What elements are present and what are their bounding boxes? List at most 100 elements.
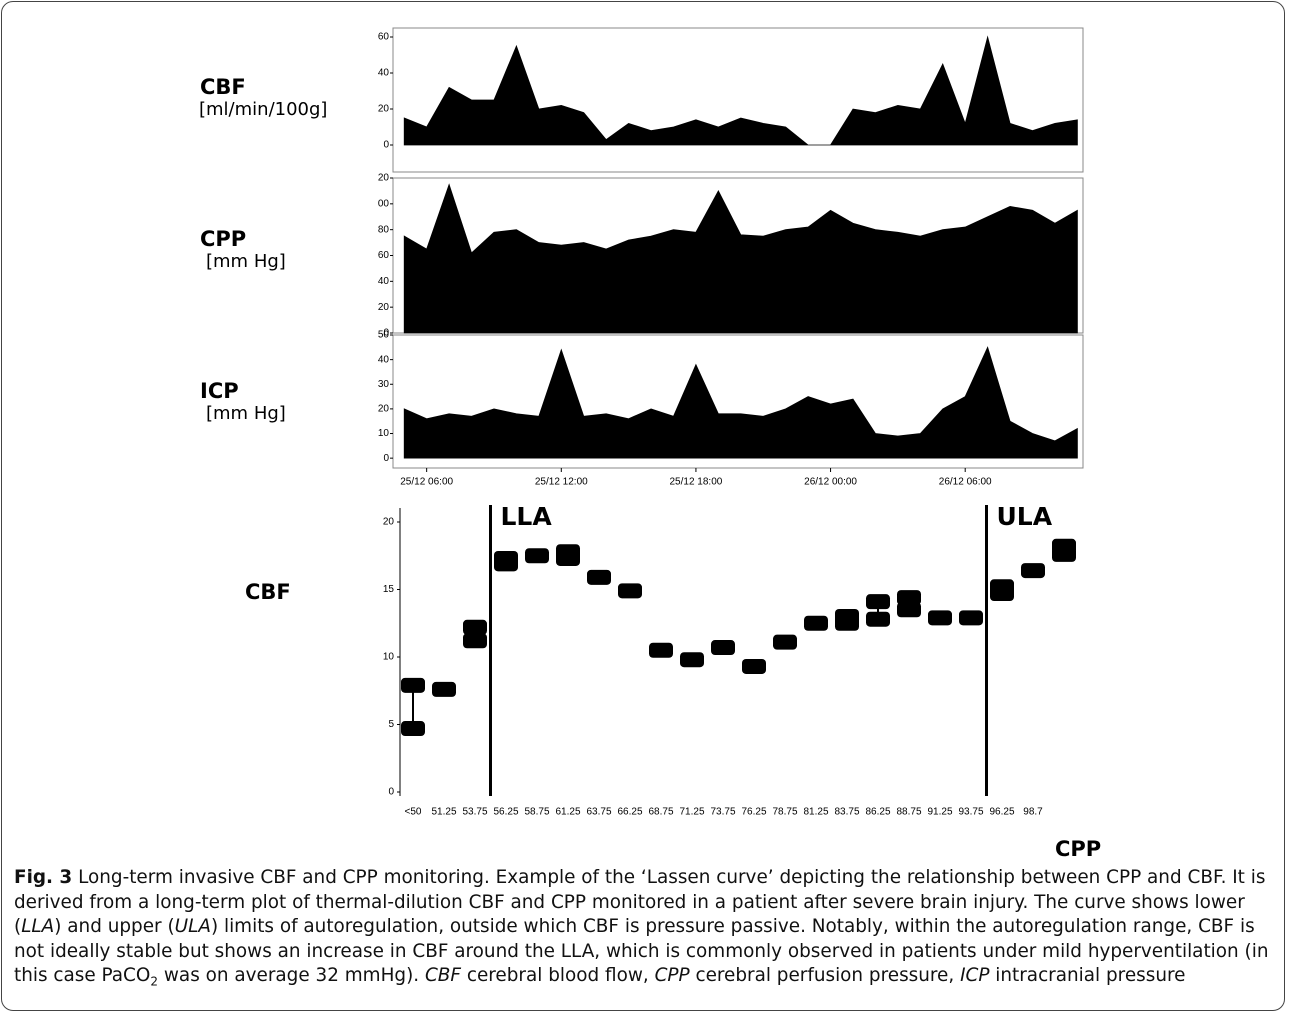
range-high (990, 579, 1014, 595)
range-high (463, 619, 487, 635)
caption-text: intracranial pressure (989, 965, 1186, 986)
range-low (928, 610, 952, 626)
range-marker (866, 594, 890, 627)
x-tick-label: 53.75 (462, 807, 487, 818)
range-low (401, 721, 425, 737)
y-tick-label: 80 (378, 224, 390, 235)
y-tick-label: 0 (383, 328, 389, 339)
y-tick-label: 10 (383, 652, 395, 663)
caption-label: Fig. 3 (14, 867, 73, 888)
range-marker (959, 610, 983, 626)
caption-text: was on average 32 mmHg). (158, 965, 425, 986)
range-high (866, 594, 890, 610)
y-axis-label: CPP (200, 227, 246, 251)
range-high (401, 677, 425, 693)
range-marker (835, 609, 859, 631)
y-tick-label: 20 (378, 404, 390, 415)
range-marker (618, 583, 642, 599)
y-tick-label: 30 (378, 379, 390, 390)
limit-label: LLA (501, 502, 553, 531)
y-tick-label: 20 (378, 173, 390, 184)
range-marker (990, 579, 1014, 602)
x-tick-label: 66.25 (617, 807, 642, 818)
x-tick-label: 25/12 06:00 (400, 477, 453, 488)
y-tick-label: 0 (383, 140, 389, 151)
x-tick-label: 86.25 (865, 807, 890, 818)
y-axis-unit: [mm Hg] (206, 251, 286, 272)
x-tick-label: 76.25 (741, 807, 766, 818)
caption-text: cerebral perfusion pressure, (689, 965, 961, 986)
x-tick-label: 93.75 (958, 807, 983, 818)
signal-area (403, 35, 1078, 146)
y-tick-label: 60 (378, 32, 390, 43)
range-marker (1021, 563, 1045, 579)
range-marker (928, 610, 952, 626)
range-low (959, 610, 983, 626)
range-high (897, 590, 921, 606)
y-tick-label: 40 (378, 354, 390, 365)
range-marker (773, 634, 797, 650)
y-axis-label: ICP (200, 379, 239, 403)
y-tick-label: 10 (378, 428, 390, 439)
x-tick-label: 56.25 (493, 807, 518, 818)
y-axis-unit: [mm Hg] (206, 403, 286, 424)
x-tick-label: 26/12 06:00 (939, 477, 992, 488)
range-low (742, 658, 766, 674)
x-tick-label: 73.75 (710, 807, 735, 818)
y-axis-label: CBF (200, 75, 246, 99)
x-tick-label: 81.25 (803, 807, 828, 818)
y-tick-label: 40 (378, 276, 390, 287)
signal-area (403, 346, 1078, 459)
x-tick-label: 25/12 18:00 (670, 477, 723, 488)
signal-area (403, 183, 1078, 334)
range-marker (494, 550, 518, 572)
range-low (866, 611, 890, 627)
y-tick-label: 15 (383, 584, 395, 595)
range-low (773, 634, 797, 650)
y-axis-label: CBF (245, 580, 291, 604)
range-low (525, 548, 549, 564)
range-marker (897, 590, 921, 618)
range-low (804, 615, 828, 631)
range-marker (587, 569, 611, 585)
caption-text: ICP (960, 965, 990, 986)
x-tick-label: 78.75 (772, 807, 797, 818)
range-low (649, 642, 673, 658)
range-marker (804, 615, 828, 631)
caption-text: ULA (174, 916, 211, 937)
range-high (1052, 538, 1076, 554)
range-low (587, 569, 611, 585)
caption-text: Long-term invasive CBF and CPP monitorin… (14, 867, 1266, 937)
x-tick-label: 71.25 (679, 807, 704, 818)
x-tick-label: 83.75 (834, 807, 859, 818)
y-tick-label: 50 (378, 330, 390, 341)
caption-text: LLA (21, 916, 55, 937)
y-tick-label: 20 (378, 302, 390, 313)
range-high (494, 550, 518, 566)
caption-text: ) and upper ( (54, 916, 175, 937)
plot-frame (392, 334, 1084, 469)
x-tick-label: 68.75 (648, 807, 673, 818)
caption-text: CPP (654, 965, 690, 986)
y-tick-label: 40 (378, 68, 390, 79)
x-tick-label: 26/12 00:00 (804, 477, 857, 488)
range-marker (463, 619, 487, 649)
plot-frame (392, 27, 1084, 173)
range-marker (742, 658, 766, 674)
x-tick-label: 98.7 (1023, 807, 1043, 818)
range-marker (649, 642, 673, 658)
x-tick-label: 51.25 (431, 807, 456, 818)
range-low (432, 681, 456, 697)
y-axis-unit: [ml/min/100g] (199, 99, 327, 120)
x-tick-label: 25/12 12:00 (535, 477, 588, 488)
range-low (897, 602, 921, 618)
range-low (618, 583, 642, 599)
range-low (711, 640, 735, 656)
range-low (680, 652, 704, 668)
range-marker (711, 640, 735, 656)
range-marker (680, 652, 704, 668)
x-tick-label: 61.25 (555, 807, 580, 818)
y-tick-label: 0 (383, 453, 389, 464)
range-marker (401, 677, 425, 737)
y-tick-label: 20 (378, 104, 390, 115)
